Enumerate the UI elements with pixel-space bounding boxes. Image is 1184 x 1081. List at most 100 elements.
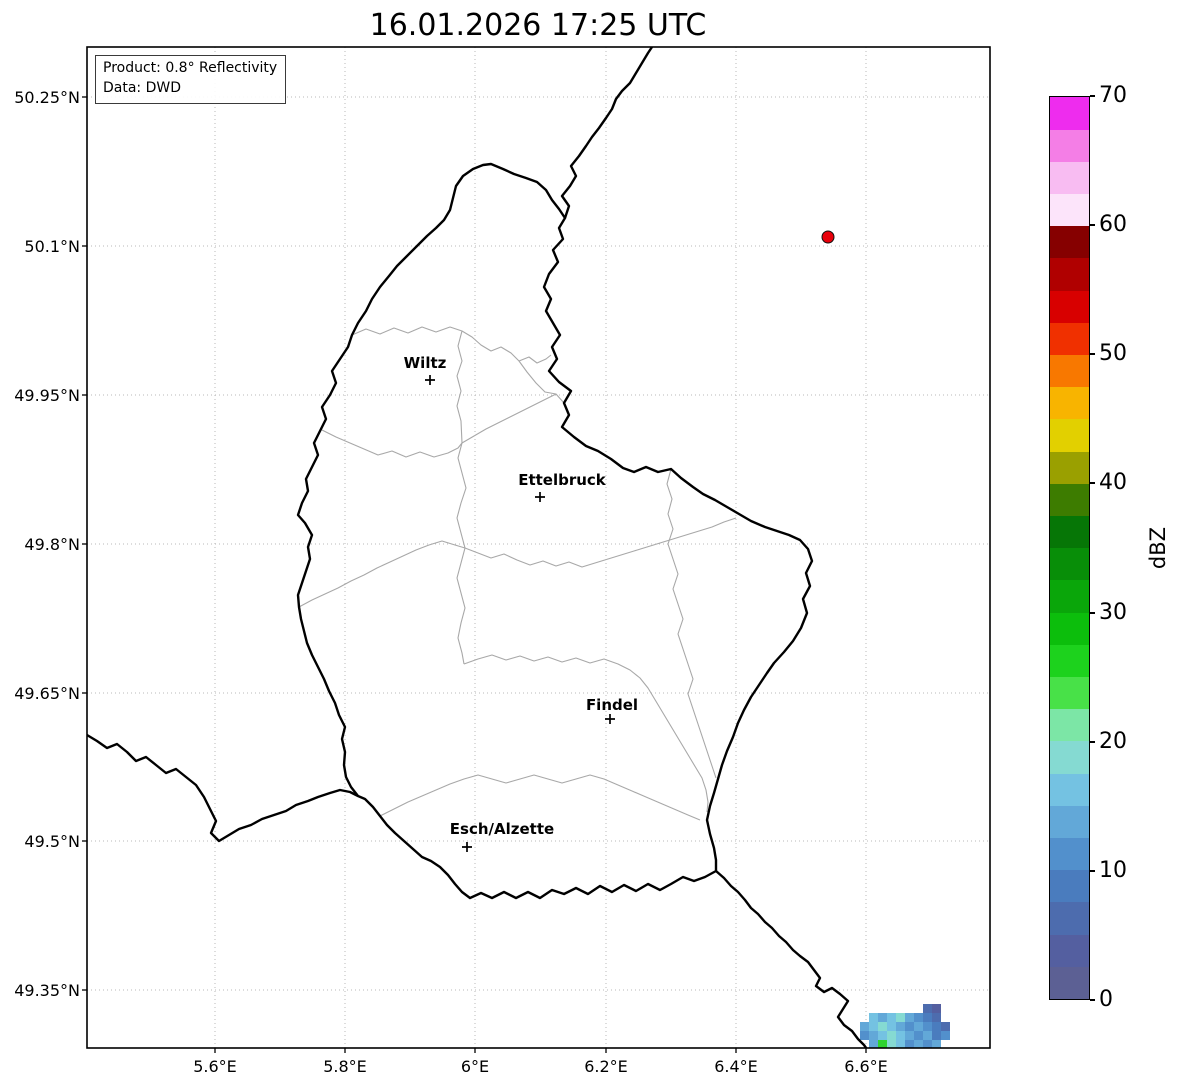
colorbar-tick-label: 0 xyxy=(1099,987,1113,1012)
colorbar-tick-mark xyxy=(1090,611,1095,614)
radar-echo-cell xyxy=(887,1013,896,1022)
radar-site-dot xyxy=(821,230,835,244)
radar-echo-cell xyxy=(932,1031,941,1040)
border-france-belgium xyxy=(87,733,359,843)
radar-echo-cell xyxy=(932,1022,941,1031)
colorbar-segment xyxy=(1050,772,1089,806)
colorbar-tick-mark xyxy=(1090,869,1095,872)
radar-echo-cell xyxy=(869,1022,878,1031)
radar-echo-cell xyxy=(914,1022,923,1031)
product-info-box: Product: 0.8° Reflectivity Data: DWD xyxy=(95,55,287,104)
colorbar-tick-label: 20 xyxy=(1099,728,1127,754)
border-france-germany xyxy=(715,870,868,1048)
canton-borders xyxy=(298,326,737,821)
radar-echo-cell xyxy=(914,1031,923,1040)
colorbar-segment xyxy=(1050,547,1089,581)
radar-echo-cell xyxy=(878,1040,887,1048)
colorbar-tick-mark xyxy=(1090,353,1095,356)
radar-echo-cell xyxy=(923,1004,932,1013)
country-border-luxembourg xyxy=(296,162,814,900)
colorbar-segment xyxy=(1050,515,1089,549)
canton-border xyxy=(298,517,737,608)
radar-echo-cell xyxy=(860,1022,869,1031)
axis-ticks xyxy=(82,96,867,1053)
canton-border xyxy=(666,468,717,779)
data-source-label: Data: DWD xyxy=(103,80,181,97)
radar-echo-cell xyxy=(896,1031,905,1040)
radar-echo-cell xyxy=(887,1022,896,1031)
colorbar-segment xyxy=(1050,257,1089,291)
radar-echo-cell xyxy=(941,1022,950,1031)
colorbar-segment xyxy=(1050,354,1089,388)
colorbar-unit-label: dBZ xyxy=(1146,526,1170,570)
colorbar-tick-mark xyxy=(1090,95,1095,97)
colorbar-segment xyxy=(1050,676,1089,710)
radar-echo-cell xyxy=(887,1040,896,1048)
product-label: Product: 0.8° Reflectivity xyxy=(103,60,278,76)
radar-echo-cell xyxy=(941,1031,950,1040)
x-tick-label: 6.6°E xyxy=(844,1057,888,1076)
radar-echo-cell xyxy=(905,1022,914,1031)
city-label: Esch/Alzette xyxy=(449,820,555,838)
colorbar-tick-label: 30 xyxy=(1099,599,1127,625)
colorbar-segment xyxy=(1050,161,1089,194)
y-tick-label: 49.35°N xyxy=(14,981,80,1000)
colorbar-tick-mark xyxy=(1090,740,1095,743)
x-tick-label: 6°E xyxy=(460,1057,490,1076)
radar-echo-cell xyxy=(923,1022,932,1031)
canton-border xyxy=(518,360,565,404)
radar-echo-cell xyxy=(896,1040,905,1048)
radar-echo-cell xyxy=(932,1013,941,1022)
radar-echo-cell xyxy=(923,1040,932,1048)
grid-layer xyxy=(87,47,990,1048)
colorbar-tick-mark xyxy=(1090,999,1095,1001)
canton-border xyxy=(321,393,557,458)
radar-echo-layer xyxy=(860,1004,950,1048)
x-tick-label: 6.2°E xyxy=(584,1057,628,1076)
city-label: Wiltz xyxy=(403,354,447,372)
colorbar-segment xyxy=(1050,386,1089,420)
colorbar-segment xyxy=(1050,483,1089,516)
colorbar-segment xyxy=(1050,322,1089,355)
colorbar-segment xyxy=(1050,128,1089,162)
radar-echo-cell xyxy=(914,1040,923,1048)
canton-border xyxy=(379,774,701,821)
colorbar-segment xyxy=(1050,579,1089,613)
colorbar xyxy=(1049,96,1090,1000)
city-marker-icon xyxy=(462,842,472,852)
y-tick-label: 50.1°N xyxy=(24,237,80,256)
colorbar-segment xyxy=(1050,611,1089,645)
colorbar-segment xyxy=(1050,644,1089,677)
radar-echo-cell xyxy=(932,1004,941,1013)
y-tick-label: 49.5°N xyxy=(24,832,80,851)
radar-echo-cell xyxy=(878,1031,887,1040)
colorbar-tick-mark xyxy=(1090,224,1095,227)
colorbar-tick-label: 10 xyxy=(1099,857,1127,883)
city-marker-icon xyxy=(535,492,545,502)
radar-echo-cell xyxy=(905,1013,914,1022)
x-tick-label: 5.6°E xyxy=(193,1057,237,1076)
radar-echo-cell xyxy=(932,1040,941,1048)
colorbar-segment xyxy=(1050,966,1089,999)
colorbar-segment xyxy=(1050,450,1089,484)
colorbar-segment xyxy=(1050,418,1089,452)
radar-echo-cell xyxy=(869,1040,878,1048)
radar-echo-cell xyxy=(869,1013,878,1022)
radar-echo-cell xyxy=(887,1031,896,1040)
colorbar-segment xyxy=(1050,933,1089,967)
canton-border xyxy=(456,330,467,665)
radar-echo-cell xyxy=(860,1031,869,1040)
colorbar-tick-label: 40 xyxy=(1099,470,1127,496)
radar-echo-cell xyxy=(878,1013,887,1022)
y-tick-label: 49.65°N xyxy=(14,684,80,703)
colorbar-segment xyxy=(1050,740,1089,774)
city-label: Findel xyxy=(585,696,639,714)
colorbar-segment xyxy=(1050,837,1089,871)
border-belgium-germany xyxy=(560,47,653,219)
colorbar-tick-label: 50 xyxy=(1099,341,1127,367)
plot-frame xyxy=(86,46,991,1049)
radar-echo-cell xyxy=(896,1022,905,1031)
colorbar-segment xyxy=(1050,97,1089,130)
